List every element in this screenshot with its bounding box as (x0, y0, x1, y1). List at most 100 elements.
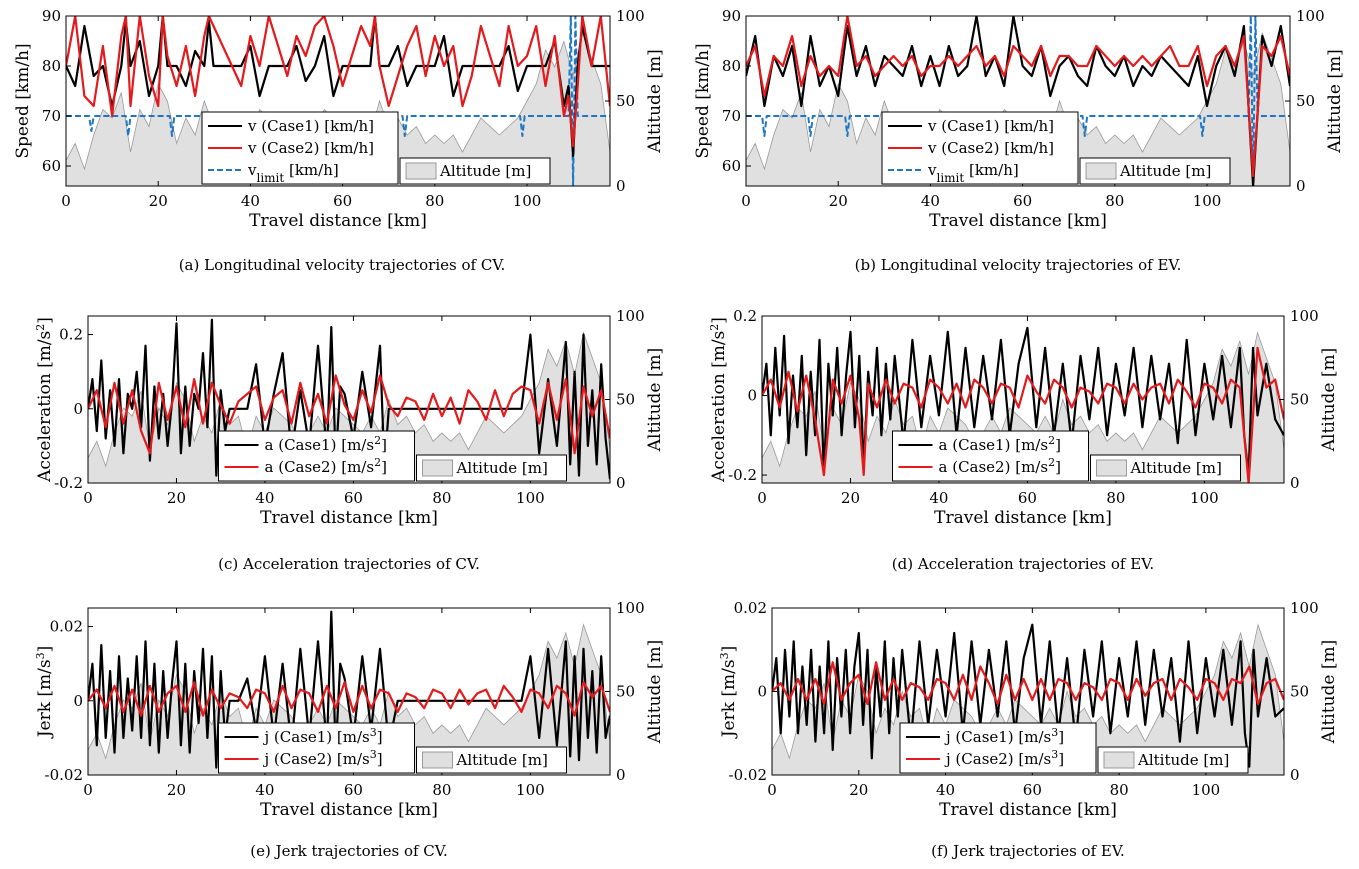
x-tick-label: 60 (344, 781, 363, 799)
y2-tick-label: 100 (1290, 599, 1319, 617)
x-tick-label: 60 (1018, 489, 1037, 507)
legend-label-case2: j (Case2) [m/s3] (263, 748, 383, 769)
legend-label-case2: v (Case2) [km/h] (927, 139, 1054, 157)
y2-tick-label: 50 (616, 92, 635, 110)
y2-axis-label: Altitude [m] (645, 348, 665, 453)
x-tick-label: 40 (241, 192, 260, 210)
y2-tick-label: 100 (616, 307, 645, 325)
y2-tick-label: 0 (616, 474, 626, 492)
x-tick-label: 100 (1193, 192, 1222, 210)
y2-axis-label: Altitude [m] (645, 49, 665, 154)
y2-tick-label: 100 (1296, 7, 1325, 25)
x-tick-label: 60 (1023, 781, 1042, 799)
x-axis-label: Travel distance [km] (249, 211, 427, 231)
series-line-case1 (762, 326, 1284, 477)
x-tick-label: 80 (1110, 781, 1129, 799)
x-axis-label: Travel distance [km] (934, 508, 1112, 528)
legend-box (892, 430, 1089, 482)
x-tick-label: 100 (516, 781, 545, 799)
chart-panel-b: 0 20 40 60 80 100 60 70 80 90 0 50 100 Travel distanc… (693, 7, 1345, 274)
legend-label-altitude: Altitude [m] (1119, 162, 1211, 180)
y2-tick-label: 50 (616, 391, 635, 409)
y-tick-label: 80 (42, 57, 61, 75)
legend-swatch-altitude (405, 162, 437, 180)
chart-panels: 0 20 40 60 80 100 60 70 80 90 0 50 100 Travel distanc… (13, 7, 1345, 860)
legend-label-case2: j (Case2) [m/s3] (944, 748, 1064, 769)
x-tick-label: 60 (344, 489, 363, 507)
x-tick-label: 80 (432, 781, 451, 799)
x-axis-label: Travel distance [km] (939, 800, 1117, 820)
x-tick-label: 0 (757, 489, 767, 507)
y-tick-label: 90 (42, 7, 61, 25)
series-line-case1 (746, 16, 1290, 186)
x-tick-label: 80 (425, 192, 444, 210)
legend-label-case2: a (Case2) [m/s2] (939, 456, 1061, 477)
legend-label-case2: v (Case2) [km/h] (247, 139, 374, 157)
x-tick-label: 20 (167, 489, 186, 507)
x-tick-label: 60 (1013, 192, 1032, 210)
legend-swatch-altitude (422, 459, 453, 477)
y-axis-label: Speed [km/h] (693, 43, 713, 158)
x-tick-label: 40 (921, 192, 940, 210)
legend-box-altitude (1079, 157, 1231, 185)
series-line-case1 (66, 16, 610, 158)
y2-tick-label: 0 (616, 177, 626, 195)
x-tick-label: 20 (841, 489, 860, 507)
y2-tick-label: 50 (1296, 92, 1315, 110)
panel-caption: (a) Longitudinal velocity trajectories o… (179, 256, 506, 274)
x-tick-label: 80 (1105, 192, 1124, 210)
legend-box (899, 722, 1097, 774)
x-tick-label: 60 (333, 192, 352, 210)
series-line-case2 (88, 374, 610, 455)
legend-box-altitude (1097, 746, 1249, 774)
x-tick-label: 20 (849, 781, 868, 799)
y-tick-label: 0.02 (50, 618, 83, 636)
x-tick-label: 100 (1190, 489, 1219, 507)
y2-tick-label: 100 (616, 599, 645, 617)
x-tick-label: 100 (513, 192, 542, 210)
panel-caption: (b) Longitudinal velocity trajectories o… (855, 256, 1182, 274)
y2-axis-label: Altitude [m] (1319, 640, 1339, 745)
y2-tick-label: 100 (616, 7, 645, 25)
panel-caption: (f) Jerk trajectories of EV. (931, 842, 1125, 860)
legend-label-limit: vlimit [km/h] (247, 161, 339, 185)
x-tick-label: 40 (929, 489, 948, 507)
y-tick-label: 90 (722, 7, 741, 25)
y2-tick-label: 100 (1290, 307, 1319, 325)
y-tick-label: -0.2 (728, 466, 757, 484)
y2-axis-label: Altitude [m] (645, 640, 665, 745)
y-tick-label: 80 (722, 57, 741, 75)
legend-label-case1: j (Case1) [m/s3] (263, 726, 383, 747)
y-axis-label: Jerk [m/s3] (718, 646, 740, 740)
y2-tick-label: 0 (1296, 177, 1306, 195)
y-axis-label: Jerk [m/s3] (34, 646, 56, 740)
series-line-limit (746, 16, 1290, 186)
x-tick-label: 40 (255, 781, 274, 799)
panel-caption: (d) Acceleration trajectories of EV. (892, 555, 1154, 573)
y2-axis-label: Altitude [m] (1325, 49, 1345, 154)
y-axis-label: Acceleration [m/s2] (708, 317, 730, 483)
x-tick-label: 80 (1106, 489, 1125, 507)
x-axis-label: Travel distance [km] (929, 211, 1107, 231)
legend-label-case1: j (Case1) [m/s3] (944, 726, 1064, 747)
x-tick-label: 20 (167, 781, 186, 799)
y-tick-label: 60 (722, 157, 741, 175)
y-tick-label: 0 (747, 387, 757, 405)
x-tick-label: 0 (741, 192, 751, 210)
series-line-case1 (88, 318, 610, 480)
y-tick-label: 70 (722, 107, 741, 125)
panel-caption: (e) Jerk trajectories of CV. (250, 842, 448, 860)
legend-swatch-altitude (1103, 751, 1135, 769)
legend-label-altitude: Altitude [m] (456, 459, 548, 477)
series-line-case2 (88, 681, 610, 717)
y-axis-label: Acceleration [m/s2] (34, 317, 56, 483)
y-tick-label: 0.02 (734, 599, 767, 617)
y-tick-label: -0.02 (729, 766, 767, 784)
legend-label-case2: a (Case2) [m/s2] (265, 456, 387, 477)
y2-tick-label: 0 (1290, 474, 1300, 492)
y-tick-label: 70 (42, 107, 61, 125)
y2-axis-label: Altitude [m] (1319, 348, 1339, 453)
